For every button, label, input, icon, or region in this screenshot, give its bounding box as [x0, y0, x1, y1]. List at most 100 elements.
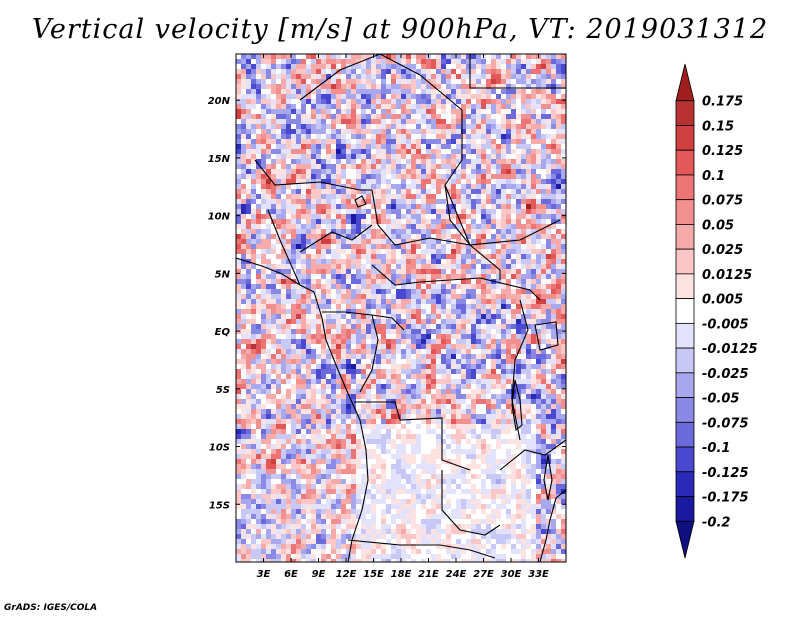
field-cell — [481, 159, 486, 164]
field-cell — [346, 234, 351, 239]
field-cell — [386, 54, 391, 59]
field-cell — [446, 349, 451, 354]
field-cell — [491, 69, 496, 74]
field-cell — [501, 74, 506, 79]
field-cell — [551, 249, 556, 254]
field-cell — [511, 364, 516, 369]
field-cell — [281, 284, 286, 289]
field-cell — [336, 59, 341, 64]
field-cell — [341, 229, 346, 234]
field-cell — [526, 359, 531, 364]
field-cell — [501, 334, 506, 339]
field-cell — [346, 154, 351, 159]
field-cell — [561, 449, 566, 454]
field-cell — [241, 364, 246, 369]
field-cell — [296, 454, 301, 459]
field-cell — [366, 99, 371, 104]
field-cell — [456, 319, 461, 324]
field-cell — [411, 454, 416, 459]
field-cell — [431, 119, 436, 124]
field-cell — [521, 349, 526, 354]
field-cell — [251, 304, 256, 309]
field-cell — [461, 79, 466, 84]
field-cell — [281, 329, 286, 334]
field-cell — [366, 414, 371, 419]
field-cell — [411, 94, 416, 99]
field-cell — [476, 434, 481, 439]
field-cell — [306, 299, 311, 304]
field-cell — [546, 324, 551, 329]
field-cell — [251, 64, 256, 69]
field-cell — [481, 174, 486, 179]
field-cell — [421, 454, 426, 459]
field-cell — [406, 309, 411, 314]
field-cell — [526, 404, 531, 409]
field-cell — [326, 164, 331, 169]
field-cell — [476, 454, 481, 459]
field-cell — [251, 174, 256, 179]
field-cell — [311, 424, 316, 429]
field-cell — [311, 284, 316, 289]
field-cell — [471, 294, 476, 299]
field-cell — [441, 129, 446, 134]
field-cell — [436, 284, 441, 289]
field-cell — [356, 264, 361, 269]
field-cell — [296, 309, 301, 314]
field-cell — [496, 269, 501, 274]
field-cell — [366, 384, 371, 389]
field-cell — [321, 479, 326, 484]
field-cell — [396, 464, 401, 469]
field-cell — [406, 119, 411, 124]
field-cell — [236, 129, 241, 134]
field-cell — [266, 379, 271, 384]
field-cell — [396, 194, 401, 199]
field-cell — [366, 439, 371, 444]
field-cell — [556, 344, 561, 349]
field-cell — [286, 54, 291, 59]
field-cell — [456, 74, 461, 79]
field-cell — [326, 109, 331, 114]
field-cell — [561, 304, 566, 309]
field-cell — [516, 269, 521, 274]
field-cell — [411, 259, 416, 264]
field-cell — [296, 464, 301, 469]
field-cell — [506, 299, 511, 304]
field-cell — [316, 354, 321, 359]
field-cell — [256, 324, 261, 329]
field-cell — [361, 379, 366, 384]
field-cell — [561, 389, 566, 394]
field-cell — [401, 109, 406, 114]
field-cell — [306, 184, 311, 189]
field-cell — [261, 249, 266, 254]
field-cell — [551, 149, 556, 154]
field-cell — [241, 274, 246, 279]
field-cell — [561, 239, 566, 244]
field-cell — [491, 299, 496, 304]
field-cell — [506, 399, 511, 404]
field-cell — [446, 194, 451, 199]
field-cell — [326, 224, 331, 229]
field-cell — [266, 399, 271, 404]
field-cell — [236, 224, 241, 229]
field-cell — [351, 414, 356, 419]
field-cell — [526, 144, 531, 149]
field-cell — [381, 344, 386, 349]
field-cell — [426, 99, 431, 104]
field-cell — [336, 239, 341, 244]
field-cell — [311, 84, 316, 89]
field-cell — [266, 304, 271, 309]
field-cell — [311, 194, 316, 199]
field-cell — [246, 249, 251, 254]
field-cell — [331, 139, 336, 144]
field-cell — [351, 364, 356, 369]
field-cell — [286, 374, 291, 379]
field-cell — [291, 264, 296, 269]
field-cell — [531, 69, 536, 74]
field-cell — [256, 404, 261, 409]
field-cell — [531, 289, 536, 294]
field-cell — [346, 439, 351, 444]
field-cell — [396, 384, 401, 389]
field-cell — [376, 164, 381, 169]
field-cell — [541, 334, 546, 339]
field-cell — [256, 89, 261, 94]
